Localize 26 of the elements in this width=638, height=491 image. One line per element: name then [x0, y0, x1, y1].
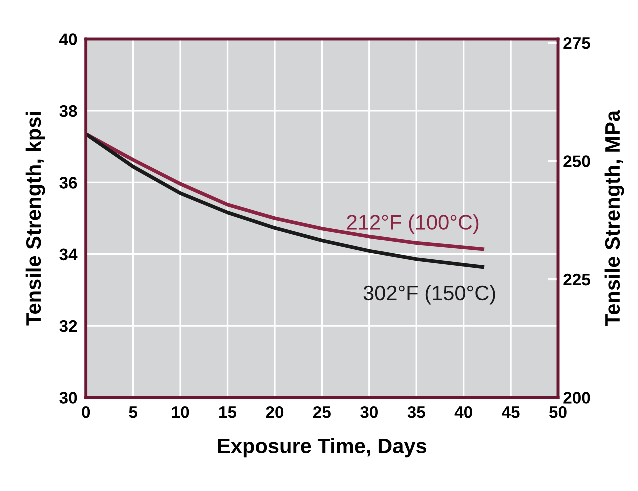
x-tick-label: 35 — [408, 406, 426, 418]
y-tick-label: 34 — [60, 248, 78, 261]
x-tick-label: 40 — [454, 406, 472, 418]
x-tick-label: 5 — [129, 406, 138, 418]
y2-tick-label: 225 — [564, 274, 590, 286]
x-tick-label: 25 — [314, 406, 331, 418]
y-tick-label: 40 — [60, 34, 78, 46]
y-axis-title: Tensile Strength, kpsi — [26, 112, 46, 326]
x-axis-title: Exposure Time, Days — [218, 438, 427, 458]
x-tick-label: 10 — [172, 406, 190, 418]
x-tick-label: 0 — [82, 406, 90, 418]
x-tick-label: 20 — [266, 406, 284, 418]
y2-tick-label: 275 — [564, 37, 590, 50]
y-tick-label: 36 — [60, 177, 78, 189]
x-tick-label: 15 — [220, 406, 237, 418]
x-tick-label: 50 — [549, 406, 567, 418]
x-tick-label: 30 — [360, 406, 378, 418]
y2-tick-label: 200 — [564, 392, 590, 404]
y-tick-label: 30 — [60, 392, 78, 404]
series-label: 302°F (150°C) — [364, 285, 496, 305]
y-tick-label: 38 — [60, 105, 78, 118]
x-tick-label: 45 — [502, 406, 520, 418]
y-tick-label: 32 — [60, 320, 78, 332]
series-label: 212°F (100°C) — [347, 214, 479, 234]
y2-tick-label: 250 — [564, 156, 590, 168]
y2-axis-title: Tensile Strength, MPa — [604, 110, 624, 326]
